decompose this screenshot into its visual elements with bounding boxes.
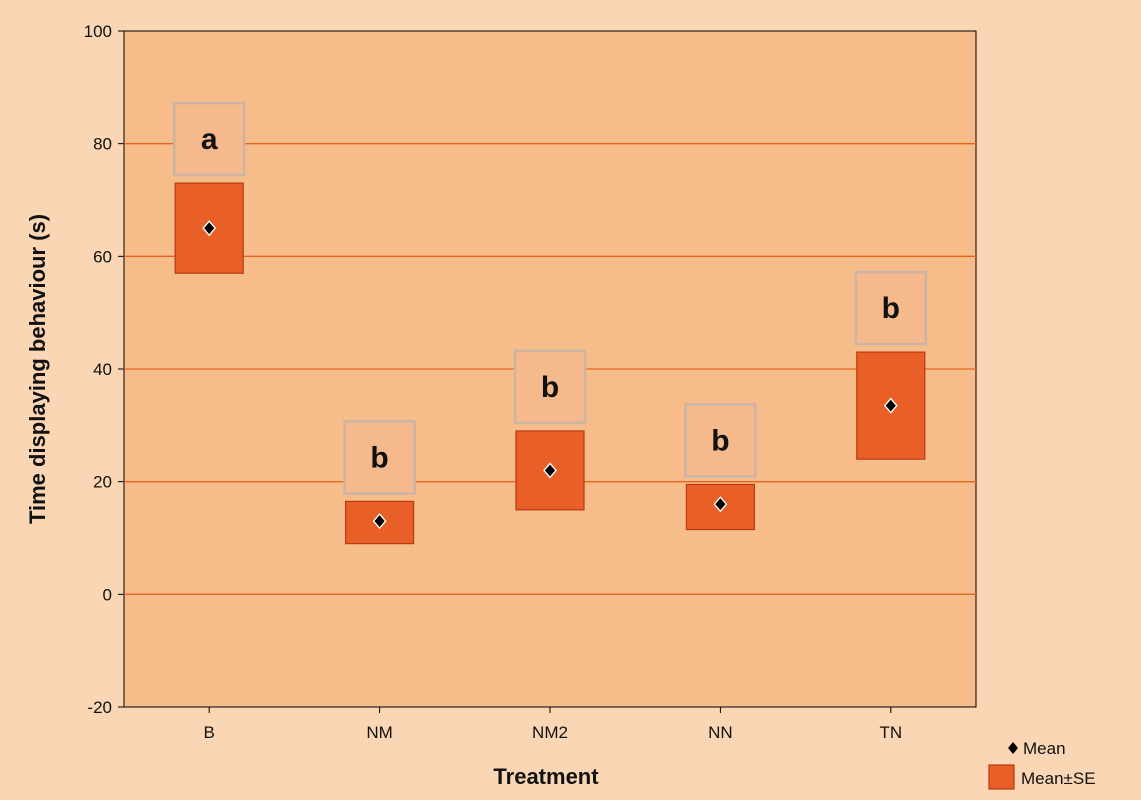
mean-marker [883, 397, 898, 414]
mean-marker [372, 513, 387, 530]
significance-letter: b [711, 424, 729, 457]
mean-marker [713, 496, 728, 513]
significance-box [343, 420, 416, 495]
series: a b b b b [172, 101, 928, 545]
y-axis-ticks: -20 0 20 40 60 80 100 [84, 22, 124, 717]
y-tick-label: 40 [93, 360, 112, 379]
legend-mean-marker [1008, 742, 1018, 754]
significance-box [513, 349, 587, 425]
y-axis-title: Time displaying behaviour (s) [25, 214, 50, 524]
y-tick-label: -20 [87, 698, 112, 717]
x-tick-label: TN [879, 723, 902, 742]
y-tick-label: 100 [84, 22, 112, 41]
significance-letter: b [882, 292, 900, 325]
x-tick-label: NN [708, 723, 733, 742]
y-tick-label: 20 [93, 473, 112, 492]
mean-marker [543, 462, 557, 479]
legend: Mean Mean±SE [988, 739, 1096, 790]
x-axis-ticks: B NM NM2 NN TN [204, 707, 902, 742]
x-axis-title: Treatment [493, 764, 599, 789]
y-tick-label: 0 [103, 585, 112, 604]
significance-letter: b [370, 441, 388, 474]
x-tick-label: NM2 [532, 723, 568, 742]
significance-letter: b [541, 371, 559, 404]
mean-marker [202, 220, 217, 237]
significance-box [172, 101, 246, 177]
x-tick-label: B [204, 723, 215, 742]
legend-se-swatch [988, 764, 1015, 790]
significance-box [684, 403, 757, 478]
significance-letter: a [201, 123, 218, 156]
y-tick-label: 60 [93, 247, 112, 266]
legend-se-label: Mean±SE [1021, 769, 1096, 788]
x-tick-label: NM [366, 723, 392, 742]
significance-box [854, 270, 928, 346]
y-tick-label: 80 [93, 135, 112, 154]
legend-mean-label: Mean [1023, 739, 1066, 758]
se-box [856, 351, 926, 460]
